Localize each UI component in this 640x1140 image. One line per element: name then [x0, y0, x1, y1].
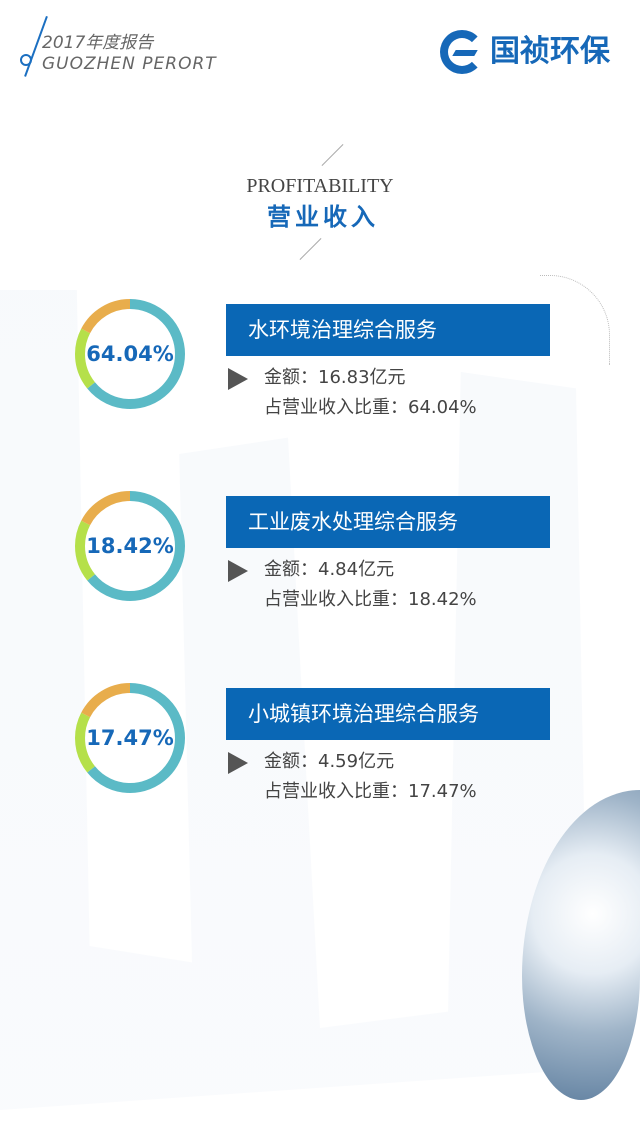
- revenue-item: 18.42% 工业废水处理综合服务 金额：4.84亿元 占营业收入比重：18.4…: [0, 488, 640, 610]
- donut-chart: [75, 491, 185, 601]
- donut-segment: [75, 683, 185, 793]
- triangle-bullet-icon: [228, 368, 248, 390]
- section-title-cn: 营业收入: [267, 203, 379, 231]
- service-title-bar: 小城镇环境治理综合服务: [226, 688, 550, 740]
- donut-segment: [75, 491, 185, 601]
- report-title: 2017年度报告: [42, 33, 154, 53]
- amount-text: 金额：4.59亿元: [264, 751, 395, 772]
- divider-slash: [321, 144, 344, 166]
- service-title-bar: 工业废水处理综合服务: [226, 496, 550, 548]
- divider-slash: [299, 238, 322, 260]
- report-subtitle: GUOZHEN PERORT: [42, 54, 217, 74]
- donut-percent: 18.42%: [86, 534, 174, 558]
- logo-text: 国祯环保: [490, 34, 610, 69]
- donut-percent: 17.47%: [86, 726, 174, 750]
- triangle-bullet-icon: [228, 752, 248, 774]
- donut-segment: [75, 491, 185, 601]
- donut-chart: [75, 299, 185, 409]
- donut-segment: [75, 299, 185, 409]
- header-ring-icon: [20, 54, 32, 66]
- share-text: 占营业收入比重：17.47%: [264, 781, 477, 802]
- revenue-item: 17.47% 小城镇环境治理综合服务 金额：4.59亿元 占营业收入比重：17.…: [0, 680, 640, 802]
- section-title-en: PROFITABILITY: [246, 175, 394, 197]
- revenue-item: 64.04% 水环境治理综合服务 金额：16.83亿元 占营业收入比重：64.0…: [0, 296, 640, 418]
- amount-text: 金额：4.84亿元: [264, 559, 395, 580]
- donut-percent: 64.04%: [86, 342, 174, 366]
- company-logo: 国祯环保: [440, 30, 610, 74]
- donut-chart: [75, 683, 185, 793]
- donut-segment: [75, 683, 185, 793]
- donut-segment: [75, 299, 185, 409]
- service-title-bar: 水环境治理综合服务: [226, 304, 550, 356]
- logo-g-icon: [440, 30, 484, 74]
- share-text: 占营业收入比重：64.04%: [264, 397, 477, 418]
- share-text: 占营业收入比重：18.42%: [264, 589, 477, 610]
- triangle-bullet-icon: [228, 560, 248, 582]
- amount-text: 金额：16.83亿元: [264, 367, 406, 388]
